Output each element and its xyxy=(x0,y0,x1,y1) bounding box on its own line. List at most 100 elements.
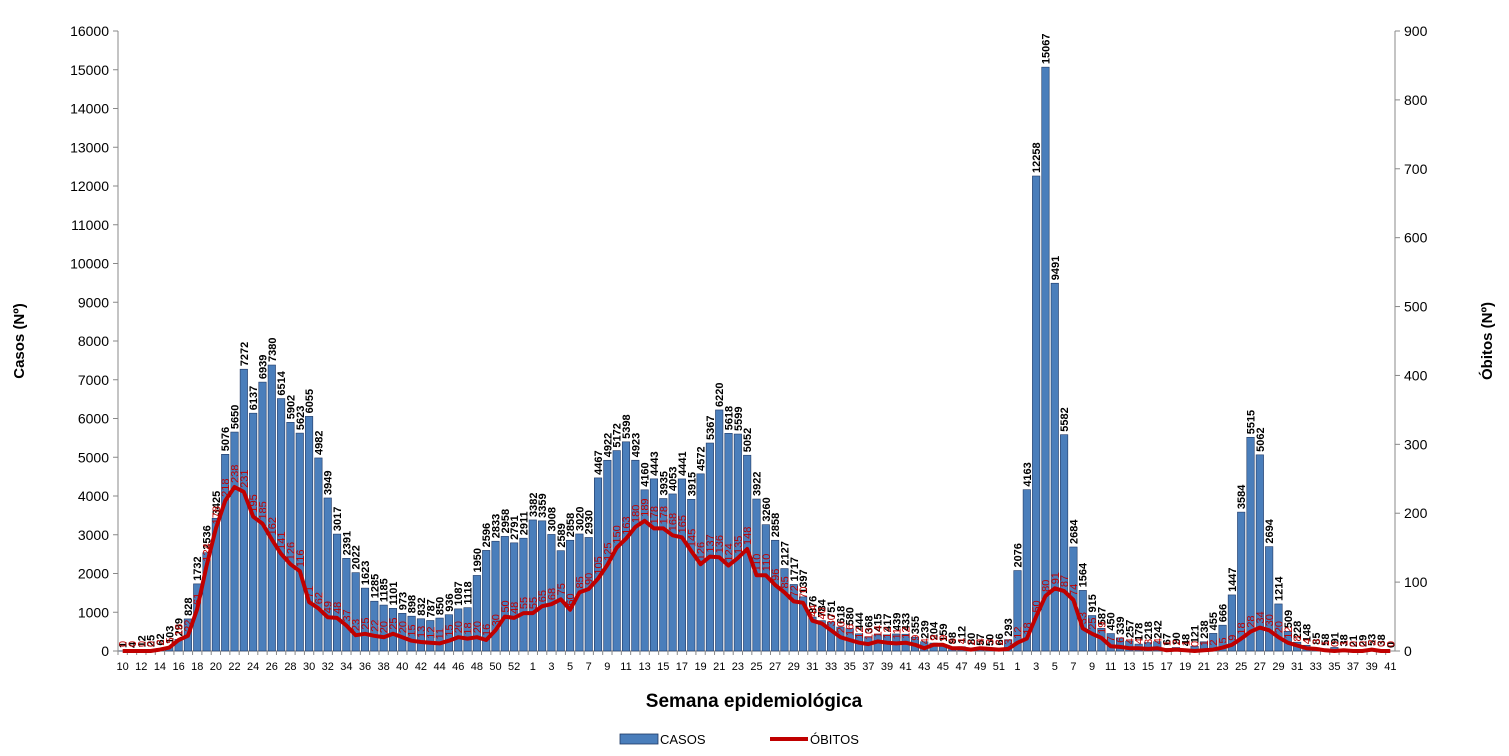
x-tick-label: 39 xyxy=(1366,661,1378,673)
bar-value-label: 1118 xyxy=(463,581,475,604)
x-tick-label: 31 xyxy=(806,661,818,673)
x-tick-label: 52 xyxy=(508,661,520,673)
bar xyxy=(520,538,527,651)
bar-value-label: 4923 xyxy=(630,433,642,457)
y2-tick-label: 100 xyxy=(1404,574,1428,590)
x-tick-label: 5 xyxy=(567,661,573,673)
line-value-label: 116 xyxy=(295,550,307,568)
y2-tick-label: 500 xyxy=(1404,299,1428,315)
line-value-label: 22 xyxy=(183,620,195,632)
y2-axis-title: Óbitos (Nº) xyxy=(1478,302,1496,380)
line-value-label: 125 xyxy=(602,543,614,561)
bar xyxy=(715,410,722,651)
y-tick-label: 8000 xyxy=(78,333,109,349)
line-value-label: 148 xyxy=(742,527,754,545)
x-tick-label: 19 xyxy=(1179,661,1191,673)
x-tick-label: 10 xyxy=(117,661,129,673)
bar-value-label: 4163 xyxy=(1022,462,1034,486)
bar-value-label: 1950 xyxy=(472,548,484,572)
line-value-label: 3 xyxy=(1003,639,1015,645)
line-value-label: 0 xyxy=(1385,641,1397,647)
bar-value-label: 7380 xyxy=(267,338,279,362)
x-tick-label: 45 xyxy=(937,661,949,673)
x-tick-label: 33 xyxy=(825,661,837,673)
y2-tick-label: 300 xyxy=(1404,436,1428,452)
bar-value-label: 5367 xyxy=(705,416,717,440)
x-tick-label: 47 xyxy=(955,661,967,673)
x-tick-label: 51 xyxy=(993,661,1005,673)
x-tick-label: 42 xyxy=(415,661,427,673)
bar-value-label: 3915 xyxy=(686,472,698,496)
y-tick-label: 11000 xyxy=(71,217,109,233)
legend-swatch xyxy=(620,734,658,744)
bar xyxy=(762,525,769,651)
bar xyxy=(1042,67,1049,651)
bar xyxy=(622,442,629,651)
x-tick-label: 36 xyxy=(359,661,371,673)
y-tick-label: 0 xyxy=(101,643,109,659)
bar xyxy=(510,543,517,651)
bar-value-label: 3949 xyxy=(323,470,335,494)
x-tick-label: 34 xyxy=(340,661,352,673)
x-tick-label: 33 xyxy=(1310,661,1322,673)
x-tick-label: 31 xyxy=(1291,661,1303,673)
bar xyxy=(305,416,312,651)
bar-value-label: 666 xyxy=(1218,604,1230,622)
x-tick-label: 23 xyxy=(1216,661,1228,673)
bar xyxy=(1032,176,1039,651)
line-value-label: 9 xyxy=(1227,635,1239,641)
y-tick-label: 9000 xyxy=(78,294,109,310)
bar xyxy=(249,413,256,651)
y-tick-label: 12000 xyxy=(70,178,109,194)
bar-value-label: 9491 xyxy=(1050,256,1062,280)
x-tick-label: 11 xyxy=(1105,661,1116,673)
y-tick-label: 4000 xyxy=(78,488,109,504)
y2-tick-label: 0 xyxy=(1404,643,1412,659)
bar-value-label: 2694 xyxy=(1264,518,1276,543)
y-tick-label: 6000 xyxy=(78,411,109,427)
x-tick-label: 24 xyxy=(247,661,259,673)
x-tick-label: 21 xyxy=(1198,661,1210,673)
y-tick-label: 1000 xyxy=(78,604,109,620)
x-tick-label: 29 xyxy=(1272,661,1284,673)
bar xyxy=(1060,435,1067,651)
y2-tick-label: 400 xyxy=(1404,367,1428,383)
line-value-label: 178 xyxy=(211,506,223,524)
line-value-label: 5 xyxy=(164,637,176,643)
line-value-label: 50 xyxy=(1031,600,1043,612)
y-tick-label: 5000 xyxy=(78,449,109,465)
x-tick-label: 44 xyxy=(433,661,445,673)
line-value-label: 231 xyxy=(239,470,251,488)
x-tick-label: 17 xyxy=(1161,661,1173,673)
bar-value-label: 3017 xyxy=(332,507,344,531)
x-tick-label: 37 xyxy=(862,661,874,673)
y2-tick-label: 900 xyxy=(1404,23,1428,39)
x-tick-label: 43 xyxy=(918,661,930,673)
x-axis-title: Semana epidemiológica xyxy=(646,691,863,712)
x-tick-label: 25 xyxy=(750,661,762,673)
x-tick-label: 11 xyxy=(620,661,631,673)
bar-value-label: 2684 xyxy=(1068,519,1080,544)
x-tick-label: 49 xyxy=(974,661,986,673)
y2-tick-label: 800 xyxy=(1404,92,1428,108)
x-tick-label: 1 xyxy=(1014,661,1020,673)
y2-tick-label: 700 xyxy=(1404,161,1428,177)
y-tick-label: 14000 xyxy=(70,101,109,117)
bar-value-label: 1447 xyxy=(1227,567,1239,591)
x-tick-label: 7 xyxy=(1070,661,1076,673)
bar-value-label: 3922 xyxy=(752,472,764,496)
bar xyxy=(240,369,247,651)
bar-value-label: 6055 xyxy=(304,389,316,413)
bar-value-label: 6137 xyxy=(248,386,260,410)
x-tick-label: 38 xyxy=(378,661,390,673)
x-tick-label: 5 xyxy=(1052,661,1058,673)
y-tick-label: 10000 xyxy=(70,256,109,272)
x-tick-label: 16 xyxy=(172,661,184,673)
y-axis-title: Casos (Nº) xyxy=(11,303,28,379)
x-tick-label: 13 xyxy=(639,661,651,673)
bar xyxy=(529,520,536,651)
bar-value-label: 2930 xyxy=(584,510,596,534)
x-tick-label: 41 xyxy=(1384,661,1396,673)
